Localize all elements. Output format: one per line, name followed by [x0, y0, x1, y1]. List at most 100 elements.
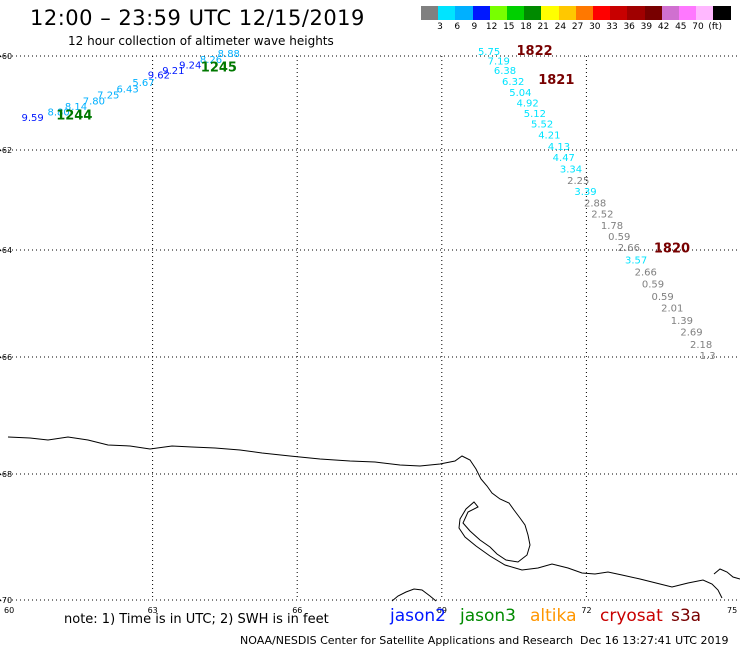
swh-value: 2.66 [618, 243, 640, 254]
swh-value: 8.80 [48, 108, 70, 119]
scale-swatch [489, 6, 508, 20]
scale-label: 39 [640, 22, 653, 32]
map-title: 12:00 – 23:59 UTC 12/15/2019 [30, 6, 365, 30]
scale-swatch [661, 6, 680, 20]
pass-time-label: 1244 [56, 108, 92, 123]
swh-value: 2.69 [680, 328, 702, 339]
swh-value: 3.39 [574, 187, 596, 198]
sat-jason3-label: jason3 [460, 606, 516, 626]
scale-swatch [610, 6, 629, 20]
swh-value: 6.38 [494, 66, 516, 77]
swh-value: 5.04 [509, 88, 531, 99]
scale-label: 70 [692, 22, 704, 32]
swh-value: 4.47 [553, 153, 575, 164]
swh-value: 1.39 [671, 316, 693, 327]
track-1821: 6.325.044.925.125.524.214.134.473.342.25… [502, 73, 630, 243]
swh-value: 2.01 [661, 304, 683, 315]
swh-value: 2.52 [591, 210, 613, 221]
swh-value: 3.34 [560, 165, 582, 176]
swh-value: 2.66 [635, 268, 657, 279]
swh-value: 5.12 [524, 109, 546, 120]
coastline-bay [391, 588, 437, 602]
scale-label: 33 [606, 22, 618, 32]
scale-swatch [558, 6, 577, 20]
swh-value: 9.21 [162, 66, 184, 77]
lat-tick-label: -62 [0, 146, 12, 155]
scale-swatch [644, 6, 663, 20]
swh-value: 2.88 [584, 199, 606, 210]
scale-swatch [524, 6, 543, 20]
pass-time-label: 1245 [201, 61, 237, 76]
scale-swatch [593, 6, 611, 20]
scale-swatch [679, 6, 697, 20]
scale-label: 21 [537, 22, 549, 32]
swh-value: 9.59 [21, 113, 43, 124]
scale-swatch [627, 6, 646, 20]
swh-value: 8.14 [65, 102, 87, 113]
pass-time-label: 1821 [538, 73, 574, 88]
generated-timestamp: Dec 16 13:27:41 UTC 2019 [580, 634, 729, 647]
swh-value: 0.59 [651, 292, 673, 303]
lon-tick-label: 66 [292, 606, 302, 615]
swh-value: 9.24 [179, 61, 201, 72]
sat-altika-label: altika [530, 606, 577, 626]
scale-label: 9 [471, 22, 478, 32]
swh-value: 5.67 [132, 78, 154, 89]
scale-swatch [438, 6, 457, 20]
lon-tick-label: 72 [581, 606, 591, 615]
swh-value: 4.92 [517, 98, 539, 109]
scale-label: 12 [485, 22, 498, 32]
scale-swatch [575, 6, 594, 20]
swh-value: 9.62 [148, 71, 170, 82]
lat-tick-label: -68 [0, 470, 12, 479]
scale-label: 45 [675, 22, 687, 32]
track-1820: 2.663.572.660.590.592.011.392.692.181.31… [618, 242, 716, 362]
graticule [0, 55, 740, 601]
lon-tick-label: 63 [148, 606, 158, 615]
swh-value: 5.75 [478, 47, 500, 58]
credit-line: NOAA/NESDIS Center for Satellite Applica… [240, 634, 574, 647]
swh-value: 6.32 [502, 77, 524, 88]
swh-value: 7.25 [97, 90, 119, 101]
swh-value: 3.57 [625, 255, 647, 266]
scale-label: 3 [437, 22, 443, 32]
map-subtitle: 12 hour collection of altimeter wave hei… [68, 34, 334, 48]
sat-s3a-label: s3a [671, 606, 702, 626]
scale-unit: (ft) [708, 22, 722, 32]
sat-cryosat-label: cryosat [600, 606, 663, 626]
swh-value: 7.19 [488, 56, 510, 67]
swh-value: 6.43 [116, 85, 138, 96]
scale-label: 42 [657, 22, 670, 32]
swh-value: 5.52 [531, 119, 553, 130]
swh-value: 8.88 [218, 49, 240, 60]
lon-tick-label: 69 [437, 606, 447, 615]
footer-note: note: 1) Time is in UTC; 2) SWH is in fe… [64, 612, 329, 627]
swh-value: 2.25 [567, 176, 589, 187]
swh-value: 0.59 [608, 232, 630, 243]
swh-value: 2.18 [690, 340, 712, 351]
pass-time-label: 1822 [517, 44, 553, 59]
swh-value: 4.13 [548, 142, 570, 153]
scale-swatch [541, 6, 560, 20]
coastline-east [713, 568, 740, 580]
scale-label: 36 [623, 22, 635, 32]
scale-label: 24 [554, 22, 567, 32]
altimeter-tracks: 9.59 8.808.147.807.256.435.67 1244 9.629.21… [21, 44, 715, 362]
sat-jason2-label: jason2 [390, 606, 446, 626]
scale-swatch [472, 6, 491, 20]
swh-value: 4.21 [538, 130, 560, 141]
scale-swatch [421, 6, 439, 20]
swh-value: 7.80 [83, 96, 105, 107]
scale-swatch [696, 6, 715, 20]
track-1244: 9.59 8.808.147.807.256.435.67 1244 [21, 78, 154, 124]
lon-tick-label: 75 [727, 606, 737, 615]
lat-tick-label: -64 [0, 246, 12, 255]
lat-tick-label: -60 [0, 52, 12, 61]
coastline-main [7, 436, 723, 599]
scale-label: 18 [520, 22, 532, 32]
scale-label: 15 [503, 22, 515, 32]
scale-swatch [507, 6, 525, 20]
